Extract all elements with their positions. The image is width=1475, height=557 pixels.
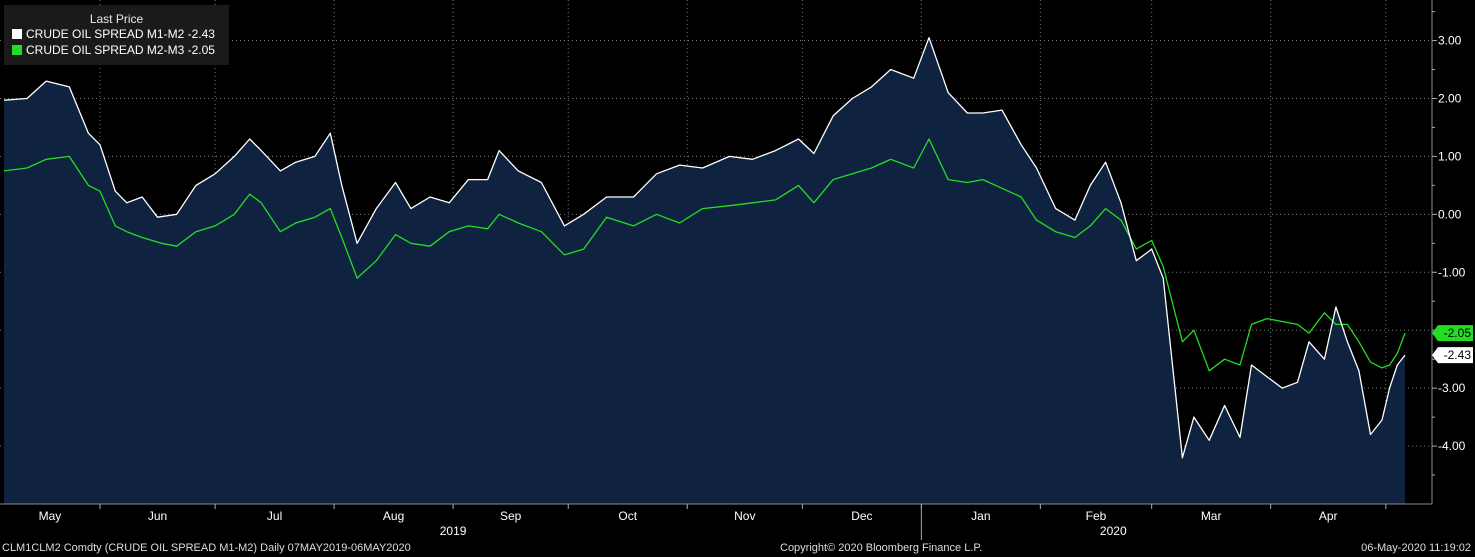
x-tick-label: May (39, 509, 62, 523)
chart-canvas: 3.002.001.000.00-1.00-2.00-3.00-4.00 May… (0, 0, 1473, 540)
y-axis-ticks: 3.002.001.000.00-1.00-2.00-3.00-4.00 (1432, 11, 1466, 476)
legend-title: Last Price (89, 12, 144, 26)
x-tick-label: Oct (618, 509, 637, 523)
series-line-m2-m3 (3, 138, 1406, 372)
badge-shape (1432, 325, 1473, 342)
legend-label-m2-m3: CRUDE OIL SPREAD M2-M3 (26, 43, 185, 57)
x-tick-label: Jan (971, 509, 990, 523)
legend-swatch-m1-m2 (12, 29, 22, 39)
footer: CLM1CLM2 Comdty (CRUDE OIL SPREAD M1-M2)… (0, 540, 1475, 557)
y-tick-label: 2.00 (1438, 91, 1462, 105)
series-lines (3, 37, 1406, 459)
x-tick-label: Feb (1086, 509, 1107, 523)
x-tick-label: Sep (500, 509, 522, 523)
y-tick-label: 3.00 (1438, 34, 1462, 48)
m1-m2-area-fill (4, 37, 1405, 504)
badge-shape (1432, 347, 1473, 364)
legend-value-m2-m3: -2.05 (187, 43, 215, 57)
footer-timestamp: 06-May-2020 11:19:02 (1361, 542, 1471, 554)
legend-item-m2-m3: CRUDE OIL SPREAD M2-M3 -2.05 (12, 42, 229, 58)
x-tick-label: Jul (267, 509, 282, 523)
year-label: 2020 (1100, 524, 1127, 538)
badge-value: -2.43 (1444, 348, 1472, 362)
legend-swatch-m2-m3 (12, 45, 22, 55)
y-tick-label: 0.00 (1438, 207, 1462, 221)
footer-security: CLM1CLM2 Comdty (CRUDE OIL SPREAD M1-M2)… (2, 542, 411, 554)
footer-copyright: Copyright© 2020 Bloomberg Finance L.P. (780, 542, 983, 554)
y-tick-label: -3.00 (1438, 381, 1466, 395)
y-tick-label: 1.00 (1438, 149, 1462, 163)
legend-label-m1-m2: CRUDE OIL SPREAD M1-M2 (26, 27, 185, 41)
x-tick-label: Aug (383, 509, 404, 523)
legend-value-m1-m2: -2.43 (187, 27, 215, 41)
x-tick-label: Dec (851, 509, 872, 523)
y-tick-label: -4.00 (1438, 439, 1466, 453)
y-tick-label: -1.00 (1438, 265, 1466, 279)
badge-m2-m3: -2.05 (1432, 325, 1473, 342)
last-value-badges: -2.43 -2.05 (1432, 325, 1473, 364)
legend-item-m1-m2: CRUDE OIL SPREAD M1-M2 -2.43 (12, 26, 229, 42)
x-tick-label: Jun (148, 509, 167, 523)
x-tick-label: Mar (1201, 509, 1222, 523)
legend: Last Price CRUDE OIL SPREAD M1-M2 -2.43 … (4, 5, 229, 65)
x-axis-ticks: May Jun Jul Aug Sep Oct Nov Dec Jan Feb Mar Apr 2019… (39, 504, 1387, 540)
badge-value: -2.05 (1444, 326, 1472, 340)
x-tick-label: Nov (734, 509, 755, 523)
year-label: 2019 (440, 524, 467, 538)
badge-m1-m2: -2.43 (1432, 347, 1473, 364)
series-line-m1-m2 (3, 37, 1406, 459)
x-tick-label: Apr (1319, 509, 1338, 523)
